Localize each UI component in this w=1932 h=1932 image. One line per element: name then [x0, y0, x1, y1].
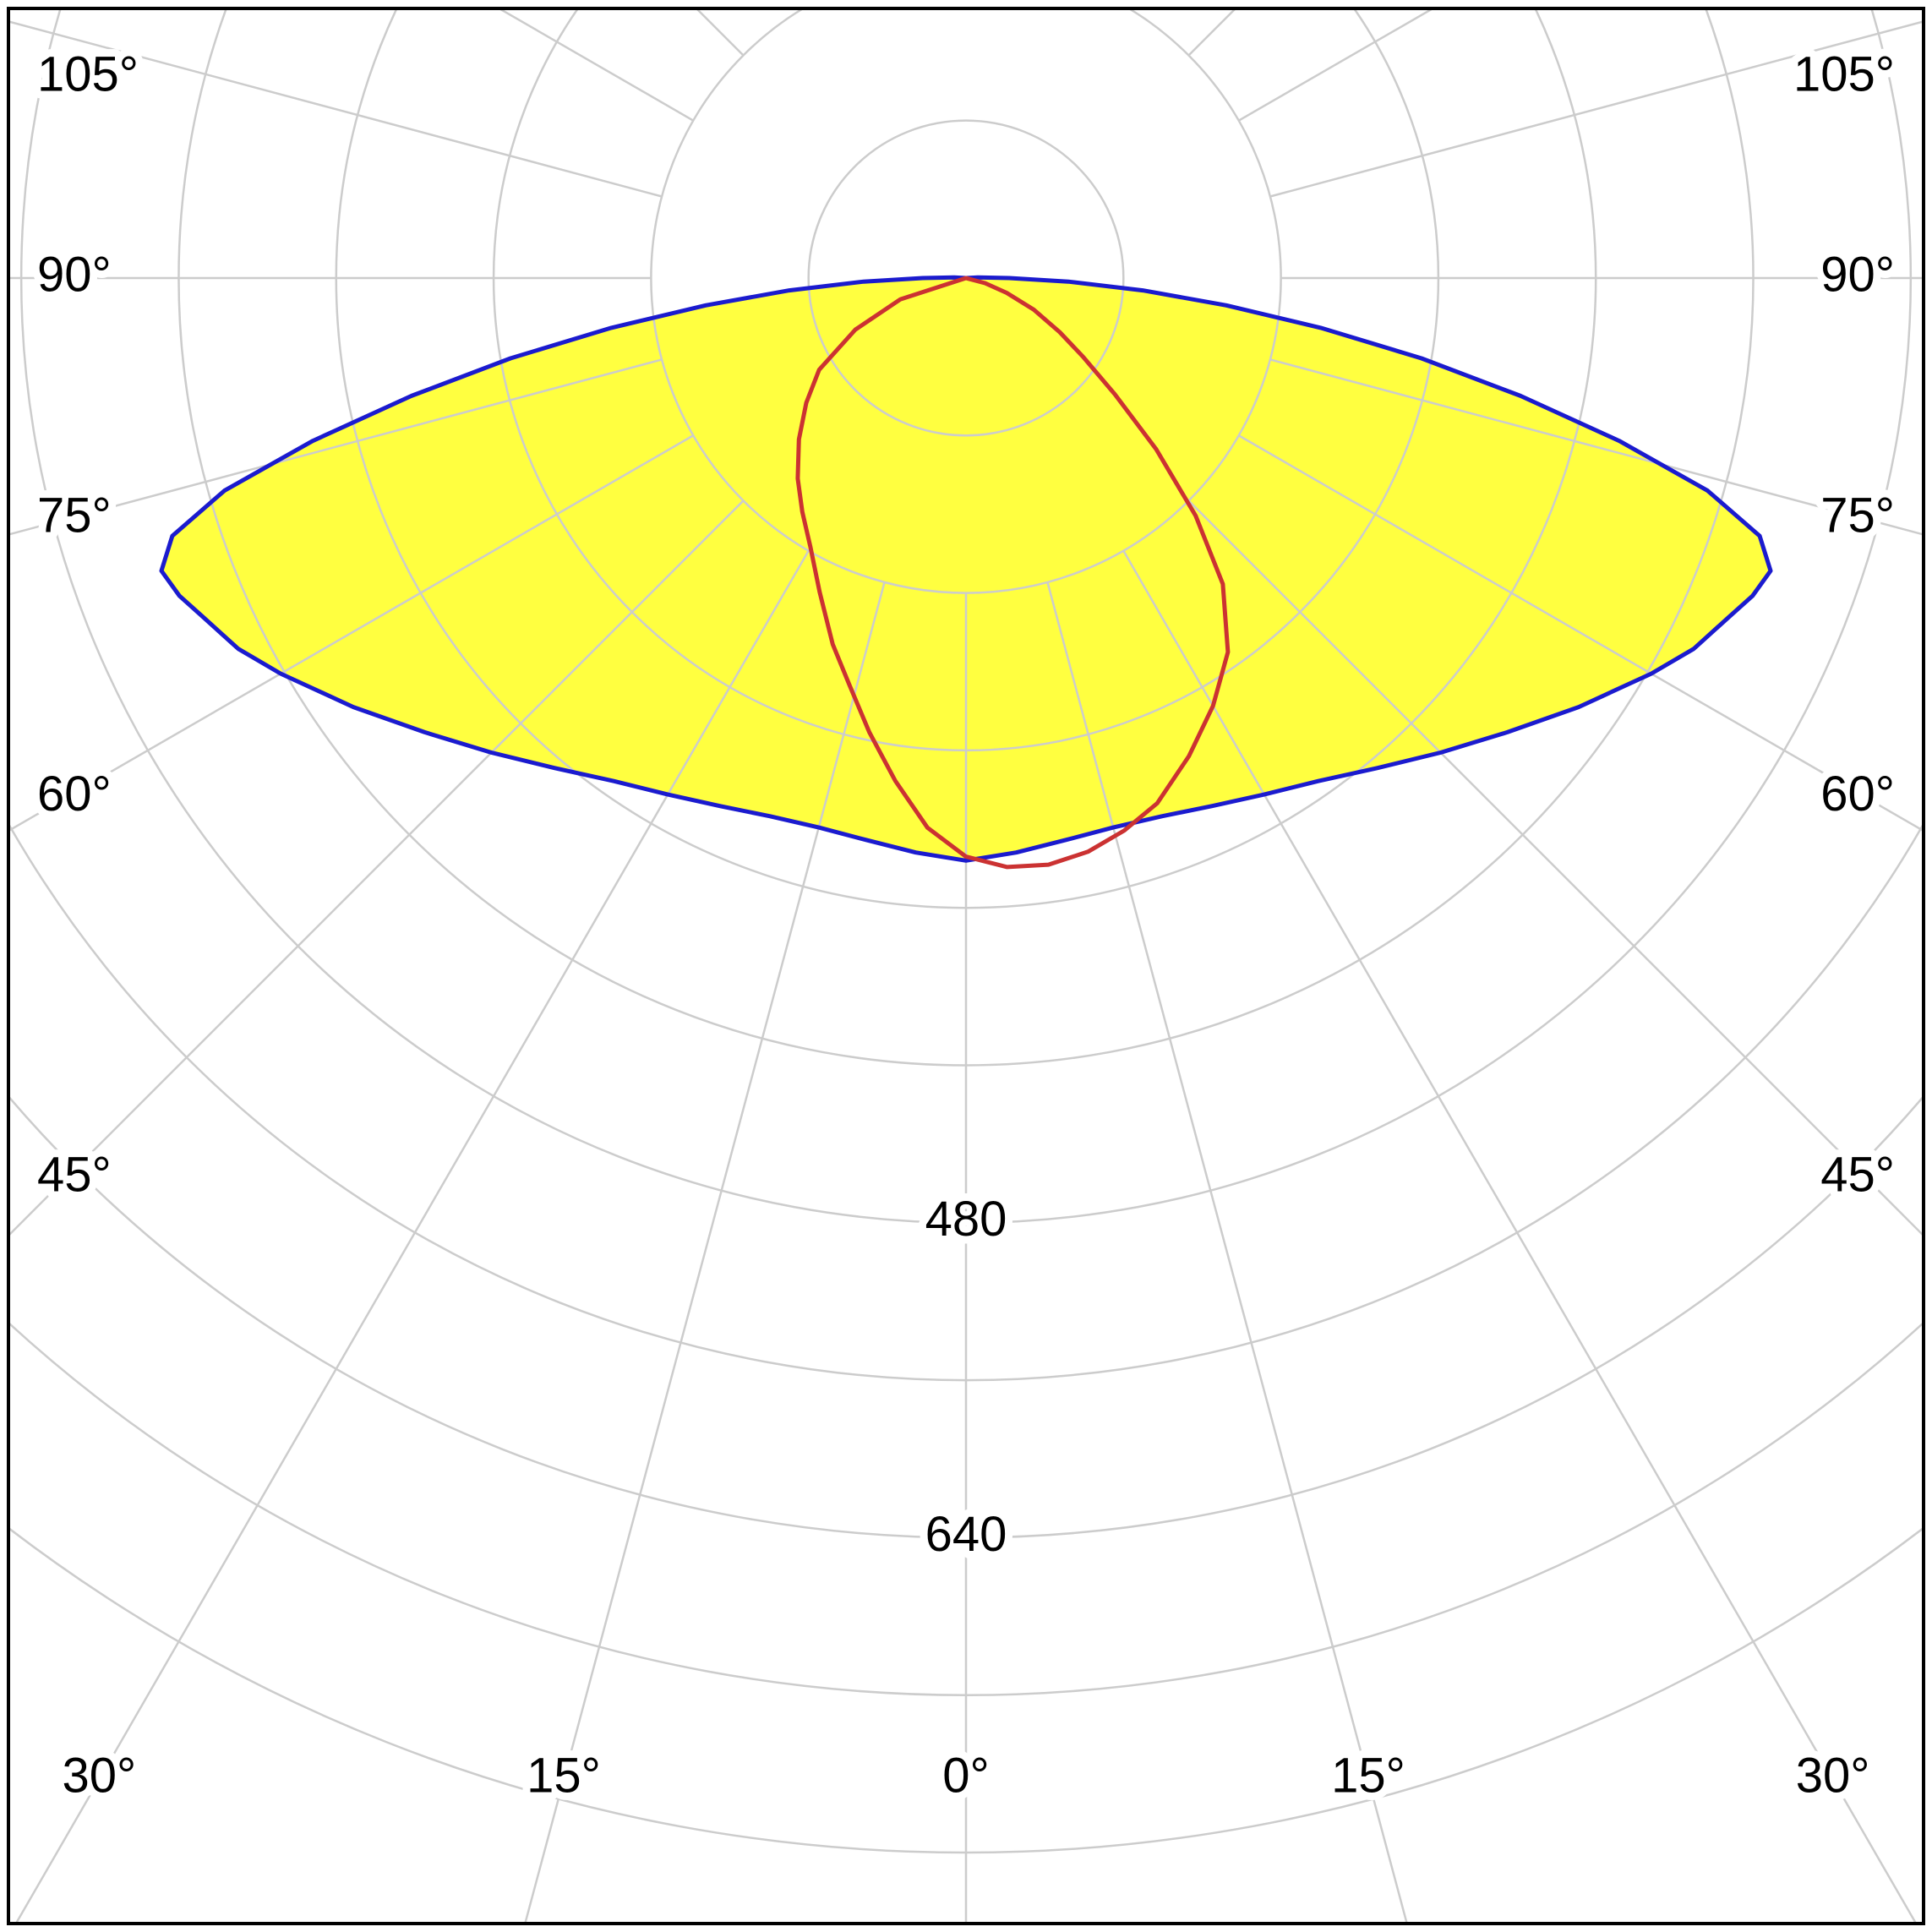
- angle-label: 60°: [1820, 767, 1895, 821]
- angle-label: 15°: [1331, 1749, 1405, 1804]
- angle-label: 105°: [1793, 46, 1895, 101]
- chart-frame: [7, 7, 1925, 1925]
- red-curve-line: [795, 276, 1231, 870]
- angle-label: 75°: [1820, 488, 1895, 543]
- grid-radial-line: [0, 0, 809, 5]
- radial-value-label: 480: [925, 1192, 1007, 1247]
- grid-radial-line: [1269, 358, 1922, 536]
- angle-label: 30°: [63, 1749, 137, 1804]
- grid-radial-line: [1187, 499, 1922, 1236]
- grid-radial-line: [524, 581, 886, 1922]
- grid-radial-line: [15, 550, 810, 1922]
- labels-layer: 105° 90° 75° 60° 45° 105° 90° 75° 60° 45° 30° 15° 0°…: [30, 39, 1902, 1810]
- angle-label: 90°: [1820, 247, 1895, 302]
- grid-circle: [807, 119, 1125, 437]
- angle-label: 60°: [37, 767, 112, 821]
- angle-label: 75°: [37, 488, 112, 543]
- angle-label: 90°: [37, 247, 112, 302]
- angle-label: 30°: [1796, 1749, 1870, 1804]
- grid-radial-line: [10, 434, 694, 832]
- grid-radial-line: [1122, 550, 1917, 1922]
- grid-radial-line: [10, 358, 663, 536]
- grid-radial-line: [1123, 0, 1932, 5]
- grid-radial-line: [10, 20, 663, 198]
- grid-radial-line: [1046, 581, 1408, 1922]
- grid-radial-line: [10, 499, 745, 1236]
- radial-value-label: 640: [925, 1507, 1007, 1562]
- blue-curve-line: [159, 275, 1773, 863]
- angle-label: 105°: [37, 46, 139, 101]
- grid-radial-line: [1269, 20, 1922, 198]
- grid-radial-line: [1238, 434, 1922, 832]
- angle-label: 15°: [527, 1749, 601, 1804]
- angle-label: 45°: [1820, 1147, 1895, 1202]
- angle-label: 45°: [37, 1147, 112, 1202]
- angle-label: 0°: [942, 1749, 989, 1804]
- blue-curve-fill: [161, 277, 1771, 861]
